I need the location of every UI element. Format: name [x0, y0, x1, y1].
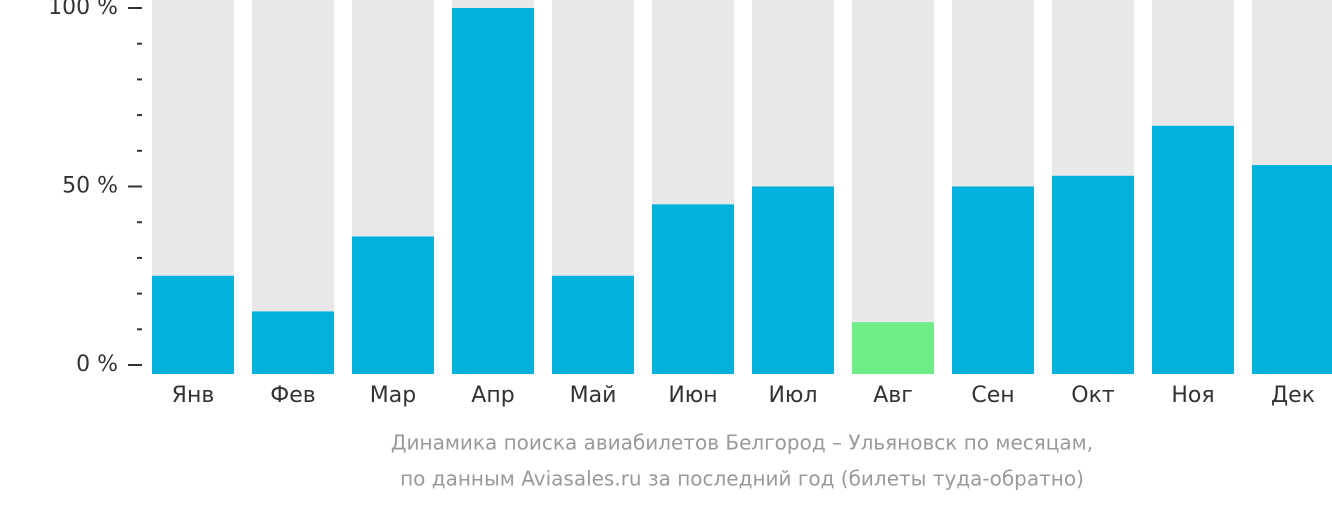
bar [452, 8, 534, 374]
y-tick-label: 100 % [48, 0, 118, 20]
x-tick-label: Окт [1071, 383, 1115, 408]
bar [1252, 165, 1332, 374]
bar [352, 236, 434, 374]
x-tick-label: Авг [873, 383, 913, 408]
x-tick-label: Ноя [1171, 383, 1214, 408]
x-tick-label: Июл [768, 383, 817, 408]
y-tick-label: 0 % [76, 352, 118, 377]
x-tick-label: Янв [172, 383, 215, 408]
caption: по данным Aviasales.ru за последний год … [400, 467, 1084, 491]
bar [1152, 125, 1234, 374]
bar [852, 322, 934, 374]
x-tick-label: Июн [668, 383, 717, 408]
bar [552, 275, 634, 374]
bar [152, 275, 234, 374]
bar [952, 186, 1034, 374]
caption: Динамика поиска авиабилетов Белгород – У… [391, 431, 1093, 455]
x-tick-label: Дек [1271, 383, 1315, 408]
y-tick-label: 50 % [62, 174, 118, 199]
x-tick-label: Фев [270, 383, 315, 408]
bar [752, 186, 834, 374]
bar [252, 311, 334, 374]
x-tick-label: Май [570, 383, 617, 408]
bar [652, 204, 734, 374]
x-tick-label: Сен [971, 383, 1014, 408]
x-tick-label: Апр [471, 383, 514, 408]
bar-background [852, 0, 934, 374]
x-tick-label: Мар [370, 383, 416, 408]
bar [1052, 175, 1134, 374]
